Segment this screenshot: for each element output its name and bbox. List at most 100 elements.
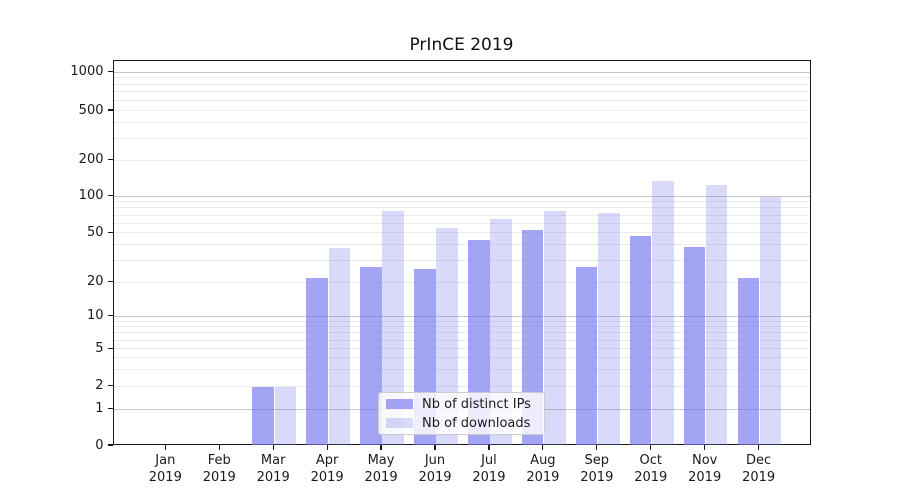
y-tick-mark xyxy=(107,347,113,349)
legend: Nb of distinct IPs Nb of downloads xyxy=(378,392,545,435)
bar-downloads-apr xyxy=(328,248,350,445)
plot-area xyxy=(112,59,811,445)
legend-swatch-distinct-ips xyxy=(386,399,413,409)
gridline-minor xyxy=(113,110,810,111)
bar-distinct-ips-aug xyxy=(522,230,544,445)
y-tick-mark xyxy=(107,315,113,317)
bar-distinct-ips-apr xyxy=(306,277,328,445)
gridline-minor xyxy=(113,159,810,161)
x-tick-mark xyxy=(596,445,598,450)
y-tick-label: 5 xyxy=(95,340,104,356)
x-tick-label: Nov 2019 xyxy=(688,453,722,485)
bar-distinct-ips-nov xyxy=(683,246,706,445)
x-tick-mark xyxy=(218,445,220,450)
y-tick-mark xyxy=(107,109,113,111)
gridline-minor xyxy=(113,385,810,387)
x-tick-mark xyxy=(434,445,436,450)
y-tick-mark xyxy=(107,385,113,387)
x-tick-label: May 2019 xyxy=(364,453,398,485)
x-tick-label: Aug 2019 xyxy=(526,453,560,485)
y-tick-mark xyxy=(107,195,113,197)
gridline-major xyxy=(113,71,810,73)
chart-title: PrInCE 2019 xyxy=(409,35,514,55)
gridline-minor xyxy=(113,326,810,328)
legend-item-downloads: Nb of downloads xyxy=(386,415,537,431)
x-tick-mark xyxy=(326,445,328,450)
y-tick-label: 2 xyxy=(95,378,104,394)
y-tick-label: 50 xyxy=(86,224,104,240)
bar-downloads-oct xyxy=(652,181,674,445)
x-tick-mark xyxy=(164,445,166,450)
gridline-major xyxy=(113,315,810,317)
x-tick-label: Sep 2019 xyxy=(580,453,614,485)
x-tick-mark xyxy=(488,445,490,450)
x-tick-mark xyxy=(542,445,544,450)
y-tick-mark xyxy=(107,231,113,233)
y-tick-mark xyxy=(107,444,113,446)
bar-distinct-ips-may xyxy=(360,266,382,445)
x-tick-label: Apr 2019 xyxy=(310,453,344,485)
gridline-minor xyxy=(113,222,810,224)
x-tick-label: Jun 2019 xyxy=(418,453,452,485)
bar-distinct-ips-dec xyxy=(737,277,760,445)
x-tick-label: Jan 2019 xyxy=(148,453,182,485)
bar-downloads-aug xyxy=(544,210,566,445)
gridline-minor xyxy=(113,348,810,350)
x-tick-mark xyxy=(380,445,382,450)
gridline-minor xyxy=(113,91,810,93)
y-tick-label: 200 xyxy=(78,152,104,167)
y-tick-label: 10 xyxy=(86,308,104,324)
gridline-minor xyxy=(113,214,810,216)
gridline-minor xyxy=(113,137,810,139)
bar-downloads-jul xyxy=(490,219,512,445)
gridline-minor xyxy=(113,207,810,209)
bar-downloads-may xyxy=(382,211,404,445)
x-tick-mark xyxy=(650,445,652,450)
legend-swatch-downloads xyxy=(386,418,413,428)
gridline-minor xyxy=(113,339,810,341)
bar-distinct-ips-oct xyxy=(629,235,652,445)
legend-item-distinct-ips: Nb of distinct IPs xyxy=(386,396,537,412)
y-tick-mark xyxy=(107,70,113,73)
gridline-minor xyxy=(113,99,810,101)
x-tick-mark xyxy=(272,445,274,450)
x-tick-label: Dec 2019 xyxy=(742,453,776,485)
bar-distinct-ips-mar xyxy=(252,386,274,445)
y-tick-label: 1000 xyxy=(70,64,104,79)
bar-downloads-nov xyxy=(706,185,728,445)
bar-downloads-mar xyxy=(274,386,296,445)
y-tick-label: 0 xyxy=(95,437,104,453)
gridline-minor xyxy=(113,83,810,85)
x-tick-mark xyxy=(704,445,706,450)
gridline-minor xyxy=(113,201,810,203)
y-tick-label: 20 xyxy=(86,274,104,290)
gridline-minor xyxy=(113,320,810,322)
gridline-minor xyxy=(113,281,810,283)
y-tick-mark xyxy=(107,281,113,283)
gridline-minor xyxy=(113,357,810,359)
legend-label-downloads: Nb of downloads xyxy=(422,415,531,431)
gridline-minor xyxy=(113,122,810,124)
gridline-minor xyxy=(113,232,810,234)
gridline-minor xyxy=(113,332,810,334)
bar-downloads-sep xyxy=(598,213,620,445)
x-tick-label: Mar 2019 xyxy=(256,453,290,485)
y-tick-mark xyxy=(107,158,113,161)
y-tick-label: 500 xyxy=(78,102,104,118)
y-tick-mark xyxy=(107,407,113,410)
gridline-minor xyxy=(113,259,810,261)
gridline-minor xyxy=(113,244,810,246)
gridline-major xyxy=(113,195,810,197)
bar-downloads-dec xyxy=(760,196,782,445)
bar-distinct-ips-sep xyxy=(576,266,598,445)
x-tick-label: Feb 2019 xyxy=(202,453,236,485)
gridline-minor xyxy=(113,77,810,79)
legend-label-distinct-ips: Nb of distinct IPs xyxy=(422,396,531,412)
x-tick-label: Oct 2019 xyxy=(634,453,668,485)
gridline-minor xyxy=(113,369,810,371)
x-tick-mark xyxy=(758,445,760,450)
bar-downloads-jun xyxy=(436,228,458,445)
x-tick-label: Jul 2019 xyxy=(472,453,506,485)
y-tick-label: 100 xyxy=(78,188,104,204)
